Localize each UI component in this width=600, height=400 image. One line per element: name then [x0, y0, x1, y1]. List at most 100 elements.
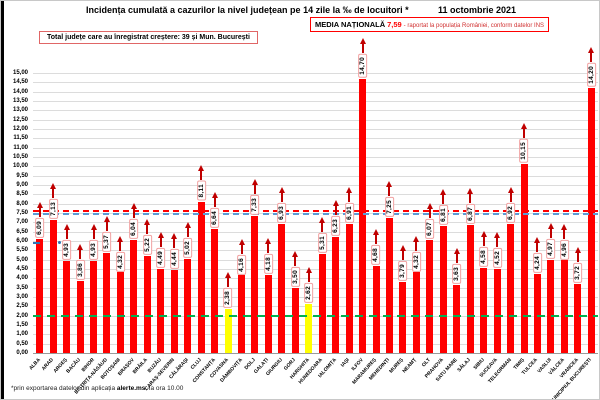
bar-value-label: 4,52: [492, 247, 502, 268]
y-tick-label: 9,00: [16, 182, 28, 188]
bar-value-label: 6,23: [331, 215, 341, 236]
bar-sibiu: [480, 267, 488, 353]
bar-annotation: 4,32: [409, 235, 423, 272]
bar-value-label: 3,63: [452, 264, 462, 285]
bar-value-label: 6,07: [425, 218, 435, 239]
gridline: [33, 259, 598, 261]
bar-annotation: 8,11: [194, 165, 208, 201]
bar-value-label: 4,32: [411, 251, 421, 272]
increase-arrow-icon: [561, 223, 568, 239]
chart-date: 11 octombrie 2021: [438, 5, 517, 15]
gridline: [33, 91, 598, 93]
bar-value-label: 4,68: [371, 244, 381, 265]
y-tick-label: 3,50: [16, 284, 28, 291]
bar-annotation: 3,72: [571, 246, 585, 283]
bar-maramure-: [372, 265, 380, 353]
bar-value-label: 4,97: [546, 239, 556, 260]
y-tick-label: 13,50: [12, 98, 28, 104]
bar-arge-: [63, 260, 71, 353]
reference-line-secondary-blue: [33, 213, 598, 216]
blue-marker-dot: [58, 240, 62, 244]
y-tick-label: 6,00: [16, 238, 28, 244]
bar-bihor: [90, 260, 98, 353]
increase-arrow-icon: [251, 179, 258, 195]
bar-municipiul-bucure-ti: [587, 87, 595, 353]
gridline: [33, 306, 598, 308]
y-tick-label: 2,00: [16, 312, 28, 319]
bar-value-label: 6,09: [35, 218, 45, 239]
y-tick-label: 5,50: [16, 247, 28, 254]
y-tick-label: 6,50: [16, 228, 28, 235]
reference-line-threshold-green: [33, 314, 598, 317]
bar-ialomi-a: [332, 236, 340, 353]
blue-marker-dash: [32, 241, 40, 245]
gridline: [33, 166, 598, 168]
bar-gala-i: [264, 274, 272, 353]
bar-value-label: 6,91: [344, 203, 354, 224]
y-tick-label: 14,00: [12, 88, 28, 95]
bar-value-label: 14,20: [586, 63, 596, 87]
bar-annotation: 7,13: [46, 183, 60, 219]
y-tick-label: 9,50: [16, 172, 28, 179]
bar-annotation: 6,64: [208, 192, 222, 229]
bar-value-label: 6,64: [210, 208, 220, 229]
bar-value-label: 4,96: [559, 239, 569, 260]
bar-annotation: 6,92: [504, 186, 518, 223]
bar-d-mbovi-a: [238, 275, 245, 353]
bar-value-label: 5,02: [183, 238, 193, 259]
y-tick-label: 3,00: [16, 294, 28, 300]
national-average-box: MEDIA NAȚIONALĂ 7,59 - raportat la popul…: [310, 17, 550, 32]
bar-annotation: 4,18: [261, 238, 275, 274]
increase-arrow-icon: [117, 235, 124, 251]
y-tick-label: 4,00: [16, 275, 28, 282]
bar-tulcea: [533, 273, 541, 353]
increase-arrow-icon: [36, 202, 43, 218]
bar-annotation: 6,07: [423, 202, 437, 239]
bar-v-lcea: [560, 260, 568, 353]
bar-annotation: 7,25: [382, 180, 396, 217]
increase-arrow-icon: [184, 222, 191, 238]
national-average-label: MEDIA NAȚIONALĂ: [315, 20, 386, 29]
bar-annotation: 4,97: [544, 223, 558, 260]
bar-bistri-a-n-s-ud: [103, 252, 111, 353]
bar-annotation: 4,58: [477, 230, 491, 267]
bar-annotation: 5,22: [140, 218, 154, 255]
bar-value-label: 4,16: [236, 254, 247, 275]
gridline: [33, 110, 598, 112]
increase-arrow-icon: [521, 122, 527, 138]
bar-annotation: 6,81: [436, 189, 450, 225]
bar-annotation: 4,32: [113, 235, 127, 272]
gridline: [33, 269, 598, 270]
increase-arrow-icon: [507, 186, 514, 202]
bar-value-label: 7,25: [384, 196, 395, 217]
y-tick-label: 12,00: [12, 126, 28, 132]
bar-timi-: [520, 163, 528, 353]
plot-area: 6,09 7,13 4,93 3,86 4,93 5,37 4,32 6,04 5,22 4,49…: [32, 37, 598, 354]
increase-arrow-icon: [480, 230, 487, 246]
gridline: [33, 241, 598, 242]
increase-arrow-icon: [574, 246, 581, 262]
bar-boto-ani: [116, 272, 124, 353]
bar-value-label: 6,92: [505, 202, 516, 223]
bar-vrancea: [574, 283, 582, 353]
increase-arrow-icon: [373, 228, 380, 244]
bar-teleorman: [507, 223, 515, 353]
gridline: [33, 231, 598, 233]
increase-arrow-icon: [359, 37, 366, 53]
bar-annotation: 6,09: [33, 202, 47, 239]
y-tick-label: 4,50: [16, 266, 28, 272]
bar-value-label: 2,38: [223, 287, 233, 308]
bar-value-label: 6,93: [277, 202, 287, 223]
bar-annotation: 6,93: [275, 186, 289, 223]
bar-value-label: 4,32: [115, 251, 125, 272]
bar-value-label: 6,04: [129, 219, 139, 240]
increase-arrow-icon: [265, 238, 272, 254]
increase-arrow-icon: [130, 203, 137, 219]
bar-value-label: 6,81: [438, 205, 448, 225]
gridline: [33, 147, 598, 149]
gridline: [33, 82, 598, 84]
gridline: [33, 157, 598, 158]
bar-suceava: [493, 268, 501, 353]
y-tick-label: 5,00: [16, 256, 28, 263]
